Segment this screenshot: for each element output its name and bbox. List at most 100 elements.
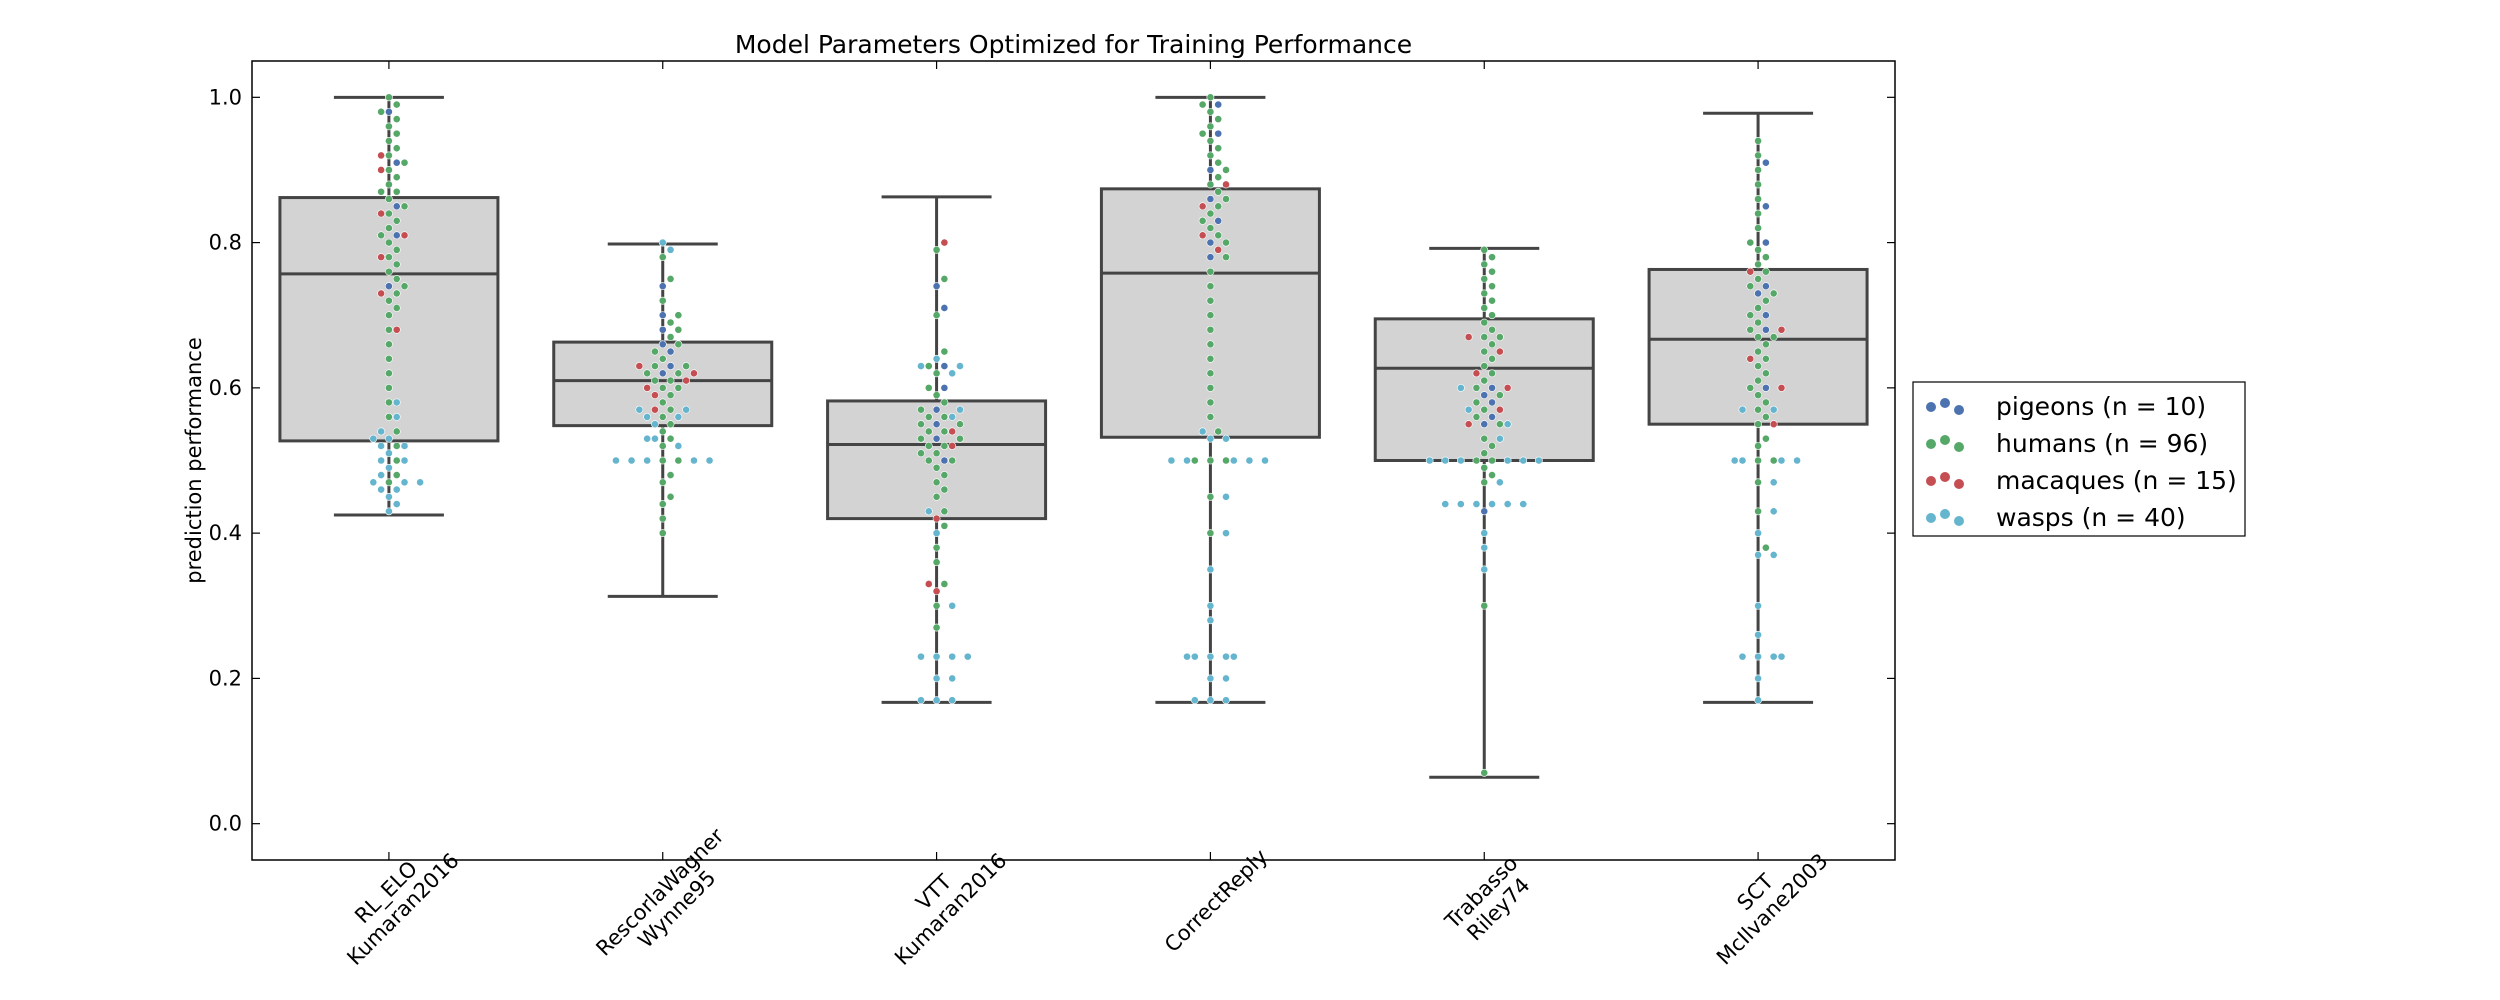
data-point bbox=[1769, 333, 1778, 341]
data-point bbox=[385, 325, 393, 334]
data-point bbox=[948, 674, 957, 683]
legend-marker bbox=[1954, 442, 1964, 452]
data-point bbox=[1480, 362, 1489, 370]
data-point bbox=[1222, 238, 1230, 247]
data-point bbox=[1245, 456, 1254, 465]
legend-marker bbox=[1940, 398, 1950, 408]
data-point bbox=[651, 420, 659, 429]
data-point bbox=[1488, 340, 1496, 349]
data-point bbox=[1214, 202, 1223, 211]
data-point bbox=[674, 413, 683, 421]
data-point bbox=[666, 471, 675, 479]
data-point bbox=[1488, 456, 1496, 465]
data-point bbox=[1206, 354, 1215, 363]
data-point bbox=[956, 434, 964, 443]
data-point bbox=[1198, 216, 1207, 225]
data-point bbox=[392, 173, 401, 182]
data-point bbox=[1769, 507, 1778, 516]
data-point bbox=[385, 354, 393, 363]
data-point bbox=[1229, 652, 1238, 661]
data-point bbox=[1488, 253, 1496, 262]
data-point bbox=[932, 529, 941, 538]
data-point bbox=[658, 398, 667, 407]
data-point bbox=[643, 413, 652, 421]
data-point bbox=[1480, 463, 1489, 472]
data-point bbox=[666, 434, 675, 443]
data-point bbox=[1503, 420, 1512, 429]
data-point bbox=[940, 456, 949, 465]
y-tick-label: 0.6 bbox=[209, 376, 242, 400]
data-point bbox=[1480, 260, 1489, 269]
data-point bbox=[651, 434, 659, 443]
data-point bbox=[1480, 318, 1489, 327]
data-point bbox=[658, 442, 667, 450]
data-point bbox=[917, 362, 925, 370]
data-point bbox=[1222, 180, 1230, 189]
data-point bbox=[416, 478, 425, 487]
data-point bbox=[932, 391, 941, 400]
data-point bbox=[400, 442, 409, 450]
data-point bbox=[643, 369, 652, 378]
data-point bbox=[1261, 456, 1269, 465]
data-point bbox=[1769, 420, 1778, 429]
data-point bbox=[940, 485, 949, 494]
data-point bbox=[1198, 202, 1207, 211]
plot-frame bbox=[251, 60, 1896, 861]
data-point bbox=[1425, 456, 1434, 465]
legend-marker bbox=[1926, 402, 1936, 412]
data-point bbox=[1214, 187, 1223, 196]
data-point bbox=[1488, 500, 1496, 508]
data-point bbox=[956, 405, 964, 414]
data-point bbox=[1183, 652, 1191, 661]
data-point bbox=[369, 478, 378, 487]
data-point bbox=[682, 362, 691, 370]
data-point bbox=[1206, 180, 1215, 189]
data-point bbox=[948, 696, 957, 705]
legend-label: pigeons (n = 10) bbox=[1996, 392, 2206, 421]
data-point bbox=[385, 340, 393, 349]
data-point bbox=[1746, 325, 1755, 334]
data-point bbox=[1488, 398, 1496, 407]
data-point bbox=[400, 202, 409, 211]
data-point bbox=[932, 696, 941, 705]
data-point bbox=[932, 478, 941, 487]
data-point bbox=[1488, 282, 1496, 291]
data-point bbox=[1214, 173, 1223, 182]
data-point bbox=[1206, 383, 1215, 392]
data-point bbox=[1206, 311, 1215, 320]
data-point bbox=[1206, 166, 1215, 174]
data-point bbox=[1214, 115, 1223, 124]
data-point bbox=[1480, 478, 1489, 487]
data-point bbox=[1777, 325, 1786, 334]
x-tick-label: McIlvane2003 bbox=[1712, 849, 1833, 970]
data-point bbox=[1761, 369, 1770, 378]
data-point bbox=[1480, 434, 1489, 443]
data-point bbox=[377, 151, 386, 160]
data-point bbox=[1754, 166, 1762, 174]
data-point bbox=[400, 478, 409, 487]
data-point bbox=[932, 463, 941, 472]
data-point bbox=[1222, 696, 1230, 705]
data-point bbox=[392, 202, 401, 211]
data-point bbox=[651, 362, 659, 370]
data-point bbox=[377, 107, 386, 116]
data-point bbox=[932, 652, 941, 661]
data-point bbox=[1472, 413, 1481, 421]
data-point bbox=[1488, 369, 1496, 378]
data-point bbox=[956, 362, 964, 370]
data-point bbox=[385, 267, 393, 276]
data-point bbox=[1754, 551, 1762, 559]
data-point bbox=[1761, 311, 1770, 320]
data-point bbox=[666, 347, 675, 356]
data-point bbox=[377, 253, 386, 262]
data-point bbox=[1534, 456, 1543, 465]
data-point bbox=[948, 442, 957, 450]
data-point bbox=[940, 471, 949, 479]
data-point bbox=[385, 463, 393, 472]
data-point bbox=[1206, 122, 1215, 131]
data-point bbox=[377, 456, 386, 465]
data-point bbox=[392, 413, 401, 421]
data-point bbox=[1746, 238, 1755, 247]
data-point bbox=[635, 405, 644, 414]
data-point bbox=[658, 282, 667, 291]
